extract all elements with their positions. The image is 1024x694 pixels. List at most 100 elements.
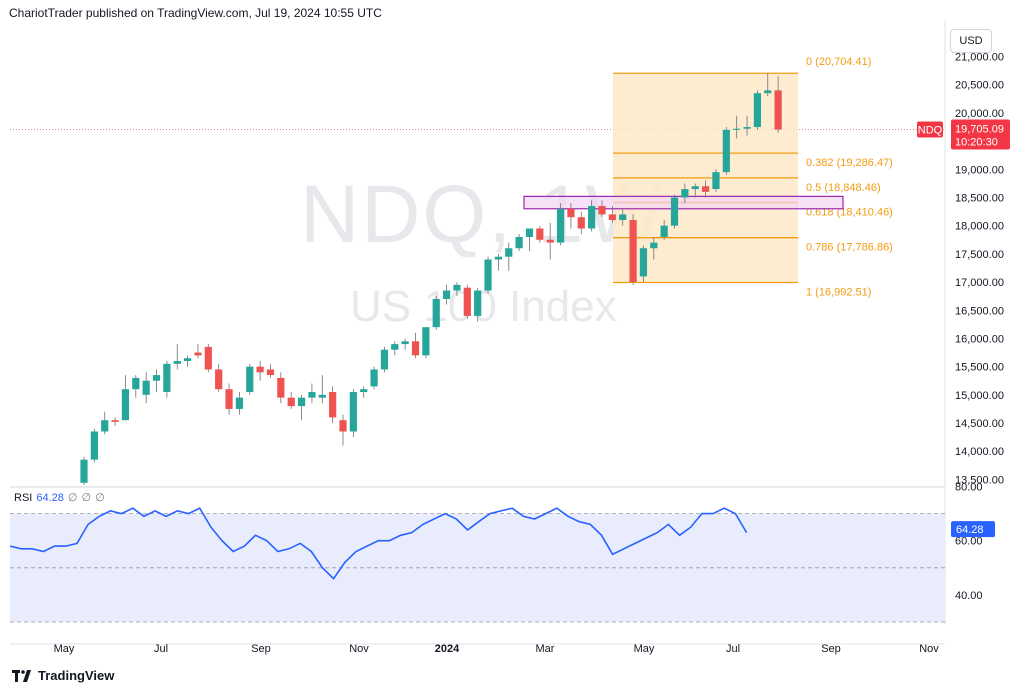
name-watermark: US 100 Index [350, 282, 617, 331]
candle-body [297, 397, 306, 407]
price-tick-label: 18,500.00 [955, 193, 1004, 205]
candle-body [163, 363, 171, 393]
candle-body [80, 459, 88, 483]
time-tick-label: Jul [726, 643, 740, 655]
candle-body [380, 349, 389, 370]
candle-body [391, 344, 399, 350]
candle-body [691, 186, 699, 190]
candle-body [598, 205, 606, 215]
price-tick-label: 13,500.00 [955, 474, 1004, 486]
candle-body [712, 172, 720, 190]
rsi-legend-value: 64.28 [36, 492, 64, 504]
support-zone[interactable] [523, 195, 844, 210]
candle-body [588, 205, 596, 229]
candle-body [619, 214, 627, 221]
candle-body [142, 380, 150, 395]
candle-body [111, 420, 119, 422]
price-tick-label: 18,000.00 [955, 221, 1004, 233]
candle-body [567, 208, 575, 218]
candle-body [670, 197, 679, 226]
candle-body [173, 361, 181, 364]
candle-body [515, 236, 523, 249]
time-tick-label: May [634, 643, 655, 655]
rsi-tag [951, 521, 995, 538]
candle-body [660, 225, 668, 237]
tradingview-logo-icon [12, 669, 32, 682]
candle-body [463, 287, 471, 316]
rsi-panel [9, 507, 945, 623]
footer-brand[interactable]: TradingView [12, 668, 114, 683]
candle-body [453, 284, 461, 291]
price-tick-label: 15,500.00 [955, 362, 1004, 374]
time-tick-label: Sep [251, 643, 271, 655]
fib-label-0.5: 0.5 (18,848.46) [806, 182, 881, 194]
candle-body [266, 369, 275, 376]
candle-body [494, 256, 502, 260]
rsi-legend-extra-1: ∅ [67, 492, 78, 504]
candle-body [432, 298, 440, 328]
candle-body [204, 346, 212, 370]
candle-body [639, 248, 648, 277]
candle-body [401, 341, 409, 345]
candle-body [308, 392, 316, 398]
price-tick-label: 17,500.00 [955, 249, 1004, 261]
candle-body [577, 217, 585, 229]
price-tick-label: 14,500.00 [955, 418, 1004, 430]
candle-body [702, 186, 710, 192]
rsi-tick-label: 80.00 [955, 482, 983, 494]
candle-body [121, 389, 130, 421]
price-tick-label: 16,500.00 [955, 305, 1004, 317]
candle-body [443, 290, 451, 299]
fibonacci-retracement[interactable]: 0 (20,704.41) 0.382 (19,286.47) 0.5 (18,84… [613, 56, 893, 298]
time-tick-label: Sep [821, 643, 841, 655]
price-tick-label: 16,000.00 [955, 333, 1004, 345]
candle-body [152, 375, 161, 381]
price-tag [951, 119, 1010, 150]
candle-body [525, 228, 534, 237]
price-tick-label: 19,000.00 [955, 164, 1004, 176]
rsi-tick-label: 40.00 [955, 590, 983, 602]
candle-body [650, 242, 658, 249]
candle-body [360, 389, 368, 393]
price-tag-countdown: 10:20:30 [955, 137, 998, 149]
candle-body [474, 290, 482, 316]
time-tick-label: Mar [536, 643, 555, 655]
candle-body [101, 420, 109, 432]
price-tick-label: 20,500.00 [955, 80, 1004, 92]
fib-label-0.618: 0.618 (18,410.46) [806, 207, 893, 219]
footer-brand-label: TradingView [38, 668, 115, 683]
price-axis[interactable]: 13,500.00 14,000.00 14,500.00 15,000.00 15,5… [955, 52, 1004, 602]
publisher-info: ChariotTrader published on TradingView.c… [9, 6, 382, 20]
candle-body [484, 259, 492, 291]
candle-body [184, 358, 192, 362]
time-tick-label: May [54, 643, 75, 655]
candle-body [764, 90, 772, 94]
candle-body [277, 377, 285, 398]
time-tick-label: Nov [349, 643, 369, 655]
candle-body [733, 128, 741, 130]
candle-body [722, 129, 730, 173]
candle-body [194, 352, 202, 356]
price-tag-value: 19,705.09 [955, 124, 1004, 136]
time-tick-label: 2024 [435, 643, 460, 655]
candle-body [349, 392, 357, 432]
rsi-legend-extra-3: ∅ [95, 492, 105, 504]
candle-body [505, 248, 513, 257]
candle-body [608, 214, 616, 221]
rsi-legend[interactable]: RSI 64.28 ∅ ∅ ∅ [14, 491, 105, 504]
rsi-tag-value: 64.28 [956, 524, 984, 536]
candle-body [370, 369, 378, 387]
candle-body [339, 420, 347, 432]
candle-body [753, 93, 761, 128]
fib-label-0.786: 0.786 (17,786.86) [806, 242, 893, 254]
time-tick-label: Jul [154, 643, 168, 655]
candlestick-series [80, 73, 782, 486]
time-axis[interactable]: May Jul Sep Nov 2024 Mar May Jul Sep Nov [54, 643, 940, 655]
currency-button[interactable]: USD [950, 29, 992, 53]
fib-label-1: 1 (16,992.51) [806, 286, 871, 298]
fib-label-0: 0 (20,704.41) [806, 56, 871, 68]
candle-body [329, 392, 337, 418]
candle-body [256, 366, 264, 373]
